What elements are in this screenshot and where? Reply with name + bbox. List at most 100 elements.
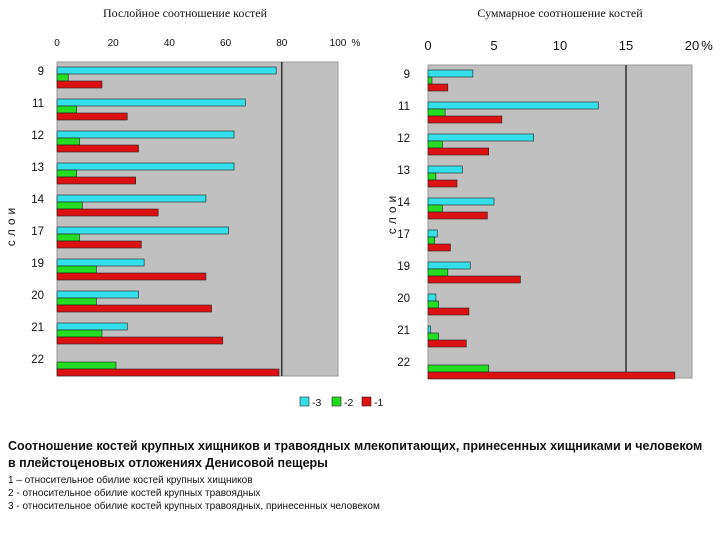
left-chart-category-label: 14 [31, 194, 44, 206]
right-chart-category-label: 20 [397, 293, 410, 305]
left-chart-category-label: 17 [31, 226, 44, 238]
left-chart-x-tick-label: 80 [276, 38, 288, 49]
caption-note-1: 1 – относительное обилие костей крупных … [8, 475, 253, 486]
left-chart-title: Послойное соотношение костей [103, 6, 268, 20]
right-chart-category-label: 11 [398, 101, 410, 113]
right-chart-bar-series-3-20 [427, 293, 437, 302]
left-chart-x-tick-label: 60 [220, 38, 232, 49]
left-chart-category-label: 21 [31, 322, 44, 334]
right-chart-bar-series-3-21 [427, 325, 431, 334]
caption-note-2: 2 - относительное обилие костей крупных … [8, 488, 261, 499]
left-chart-bar-series-1-11 [56, 112, 128, 121]
left-chart-bar-series-1-12 [56, 144, 139, 153]
legend-swatch [331, 396, 342, 407]
right-chart-bar-series-2-17 [427, 236, 435, 245]
left-chart-bar-series-2-21 [56, 329, 103, 338]
left-chart-category-label: 13 [31, 162, 44, 174]
right-chart-x-tick-label: 15 [619, 38, 633, 53]
right-chart-bar-series-1-19 [427, 275, 521, 284]
right-chart-plot-area [427, 64, 693, 379]
left-chart-category-label: 20 [31, 290, 44, 302]
left-chart-bar-series-2-20 [56, 297, 97, 306]
right-chart-bar-series-3-14 [427, 197, 495, 206]
right-chart-bar-series-2-19 [427, 268, 449, 277]
right-chart-bar-series-3-19 [427, 261, 471, 270]
left-chart-bar-series-3-14 [56, 194, 207, 203]
right-chart-category-label: 19 [397, 261, 410, 273]
right-chart-bar-series-1-13 [427, 179, 458, 188]
right-chart-bar-series-2-14 [427, 204, 443, 213]
right-chart-x-tick-label: 0 [424, 38, 431, 53]
left-chart-bar-series-3-19 [56, 258, 145, 267]
left-chart-bar-series-2-12 [56, 137, 80, 146]
left-chart-category-label: 11 [32, 98, 44, 110]
left-chart-bar-series-2-9 [56, 73, 69, 82]
left-chart-category-label: 9 [38, 66, 44, 78]
left-chart-bar-series-1-20 [56, 304, 212, 313]
left-chart-x-tick-label: 20 [108, 38, 120, 49]
right-chart-x-tick-label: 5 [490, 38, 497, 53]
right-chart-bar-series-3-12 [427, 133, 534, 142]
right-chart-bar-series-2-11 [427, 108, 446, 117]
right-chart-bar-series-2-21 [427, 332, 439, 341]
right-chart-bar-series-1-21 [427, 339, 467, 348]
left-chart-bar-series-1-17 [56, 240, 142, 249]
right-chart-bar-series-1-9 [427, 83, 449, 92]
left-chart-bar-series-1-9 [56, 80, 103, 89]
left-chart-bar-series-3-12 [56, 130, 235, 139]
left-chart-bar-series-2-13 [56, 169, 77, 178]
right-chart-bar-series-3-17 [427, 229, 438, 238]
right-chart-bar-series-1-17 [427, 243, 451, 252]
figure-caption: Соотношение костей крупных хищников и тр… [8, 438, 713, 513]
left-chart-bar-series-1-22 [56, 368, 280, 377]
right-chart-bar-series-1-14 [427, 211, 488, 220]
right-chart-category-label: 12 [397, 133, 410, 145]
right-chart-category-label: 22 [397, 357, 410, 369]
left-chart-bar-series-3-21 [56, 322, 128, 331]
right-chart-x-tick-label: 20 [685, 38, 699, 53]
right-chart-bar-series-1-11 [427, 115, 503, 124]
left-chart-x-tick-label: 40 [164, 38, 176, 49]
right-chart-bar-series-1-12 [427, 147, 490, 156]
left-chart-bar-series-1-19 [56, 272, 207, 281]
right-chart-category-label: 13 [397, 165, 410, 177]
left-chart-x-tick-label: 0 [54, 38, 60, 49]
right-chart-category-label: 17 [397, 229, 410, 241]
left-chart-bar-series-1-13 [56, 176, 136, 185]
left-chart-bar-series-2-22 [56, 361, 117, 370]
legend-label: -3 [312, 397, 321, 409]
right-chart-bar-series-3-9 [427, 69, 474, 78]
right-chart-y-axis-label: слои [385, 192, 399, 235]
left-chart-bar-series-2-19 [56, 265, 97, 274]
left-chart-category-label: 22 [31, 354, 44, 366]
legend-label: -2 [344, 397, 353, 409]
left-chart-bar-series-3-17 [56, 226, 229, 235]
left-chart-bar-series-1-21 [56, 336, 224, 345]
left-chart-bar-series-3-9 [56, 66, 277, 75]
right-chart-bar-series-2-20 [427, 300, 439, 309]
left-chart-bar-series-2-14 [56, 201, 83, 210]
left-chart-bar-series-2-11 [56, 105, 77, 114]
left-chart-bar-series-1-14 [56, 208, 159, 217]
caption-title: Соотношение костей крупных хищников и тр… [8, 439, 703, 470]
right-chart-bar-series-3-13 [427, 165, 463, 174]
left-chart-category-label: 12 [31, 130, 44, 142]
right-chart-bar-series-2-13 [427, 172, 437, 181]
left-chart-y-axis-label: слои [4, 204, 18, 247]
right-chart-bar-series-2-12 [427, 140, 443, 149]
right-chart-bar-series-3-11 [427, 101, 599, 110]
left-chart-bar-series-3-20 [56, 290, 139, 299]
left-chart-bar-series-2-17 [56, 233, 80, 242]
right-chart-unit-label: % [701, 38, 713, 53]
left-chart-bar-series-3-13 [56, 162, 235, 171]
right-chart-category-label: 21 [397, 325, 410, 337]
left-chart-category-label: 19 [31, 258, 44, 270]
right-chart-x-tick-label: 10 [553, 38, 567, 53]
legend-label: -1 [374, 397, 383, 409]
right-chart-title: Суммарное соотношение костей [477, 6, 643, 20]
left-chart-unit-label: % [352, 38, 361, 49]
right-chart-bar-series-1-22 [427, 371, 676, 380]
right-chart-category-label: 9 [404, 69, 410, 81]
caption-note-3: 3 - относительное обилие костей крупных … [8, 501, 380, 512]
